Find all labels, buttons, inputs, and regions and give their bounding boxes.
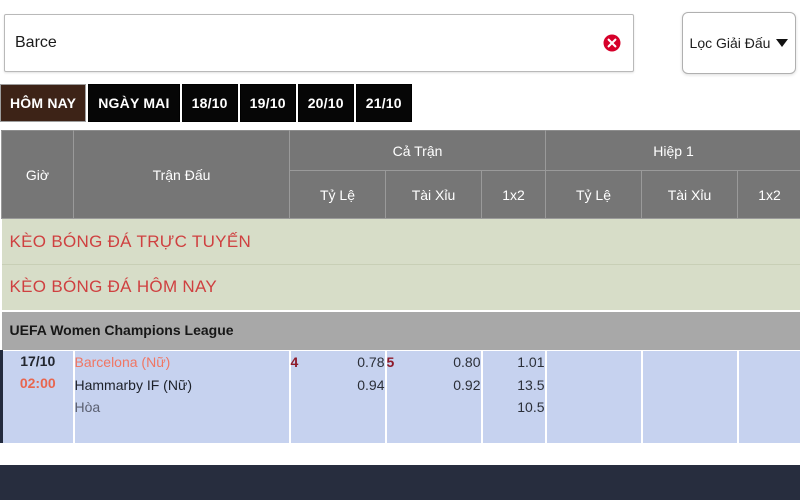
col-header-match[interactable]: Trận Đấu (73, 130, 290, 219)
day-tab-label: HÔM NAY (10, 95, 77, 111)
day-tab-18-10[interactable]: 18/10 (181, 84, 238, 122)
banner-live-cell[interactable]: KÈO BÓNG ĐÁ TRỰC TUYẾN (1, 218, 800, 265)
day-tab-21-10[interactable]: 21/10 (355, 84, 412, 122)
col-header-time[interactable]: Giờ (1, 130, 74, 219)
search-input[interactable] (5, 15, 597, 71)
full-overunder-cell[interactable]: 5 0.80 0.92 (385, 350, 483, 443)
col-header-full-handicap[interactable]: Tỷ Lệ (289, 170, 386, 219)
header-row-groups: Giờ Trận Đấu Cả Trận Hiệp 1 (1, 130, 800, 219)
col-group-header-full-match[interactable]: Cả Trận (289, 130, 546, 171)
league-row: UEFA Women Champions League (1, 309, 800, 351)
full-1x2-cell[interactable]: 1.01 13.5 10.5 (481, 350, 547, 443)
full-handicap-home-line: 4 0.78 (291, 351, 385, 374)
banner-row-live: KÈO BÓNG ĐÁ TRỰC TUYẾN (1, 218, 800, 265)
search-box[interactable] (4, 14, 634, 72)
col-header-full-overunder[interactable]: Tài Xỉu (385, 170, 482, 219)
full-handicap-cell[interactable]: 4 0.78 0.94 (289, 350, 387, 443)
full-overunder-line[interactable]: 5 (386, 354, 395, 370)
league-cell[interactable]: UEFA Women Champions League (1, 309, 800, 351)
header-row-subs: Tỷ Lệ Tài Xỉu 1x2 Tỷ Lệ Tài Xỉu 1x2 (2, 170, 800, 219)
league-filter-label: Lọc Giải Đấu (689, 35, 771, 51)
day-tab-bar: HÔM NAY NGÀY MAI 18/10 19/10 20/10 21/10 (0, 84, 412, 122)
day-tab-label: 18/10 (191, 95, 228, 111)
league-name: UEFA Women Champions League (9, 321, 234, 338)
full-overunder-over-odd[interactable]: 0.80 (453, 354, 481, 370)
col-header-half-overunder[interactable]: Tài Xỉu (641, 170, 738, 219)
half-1x2-cell[interactable] (737, 350, 800, 443)
col-group-header-first-half[interactable]: Hiệp 1 (544, 130, 800, 171)
draw-label: Hòa (74, 399, 101, 416)
day-tab-20-10[interactable]: 20/10 (297, 84, 354, 122)
full-handicap-away-odd[interactable]: 0.94 (357, 376, 385, 393)
half-handicap-cell[interactable] (545, 350, 643, 443)
full-handicap-home-odd[interactable]: 0.78 (357, 354, 385, 370)
col-header-full-1x2[interactable]: 1x2 (481, 170, 546, 219)
day-tab-tomorrow[interactable]: NGÀY MAI (88, 84, 180, 122)
top-search-bar: Lọc Giải Đấu (0, 0, 800, 82)
home-team-name[interactable]: Barcelona (Nữ) (74, 354, 171, 370)
banner-row-today: KÈO BÓNG ĐÁ HÔM NAY (1, 264, 800, 311)
chevron-down-icon (776, 39, 789, 47)
half-overunder-cell[interactable] (641, 350, 739, 443)
day-tab-19-10[interactable]: 19/10 (239, 84, 296, 122)
full-overunder-over-line: 5 0.80 (387, 351, 481, 374)
full-1x2-home-odd[interactable]: 1.01 (517, 354, 545, 370)
table-row[interactable]: 17/10 02:00 Barcelona (Nữ) Hammarby IF (… (0, 350, 800, 443)
day-tab-today[interactable]: HÔM NAY (0, 84, 87, 122)
full-handicap-line[interactable]: 4 (290, 354, 299, 370)
banner-today-label: KÈO BÓNG ĐÁ HÔM NAY (9, 277, 218, 297)
banner-today-cell[interactable]: KÈO BÓNG ĐÁ HÔM NAY (1, 264, 800, 311)
full-1x2-draw-odd[interactable]: 10.5 (517, 399, 545, 416)
league-filter-button[interactable]: Lọc Giải Đấu (682, 12, 796, 74)
day-tab-label: NGÀY MAI (98, 95, 170, 111)
table-head: Giờ Trận Đấu Cả Trận Hiệp 1 Tỷ Lệ Tài Xỉ… (1, 130, 800, 219)
full-overunder-under-odd[interactable]: 0.92 (453, 376, 481, 393)
clear-circle-x-icon[interactable] (603, 34, 621, 52)
full-1x2-away-odd[interactable]: 13.5 (517, 376, 545, 393)
odds-table: Giờ Trận Đấu Cả Trận Hiệp 1 Tỷ Lệ Tài Xỉ… (0, 130, 800, 443)
table-body: KÈO BÓNG ĐÁ TRỰC TUYẾN KÈO BÓNG ĐÁ HÔM N… (0, 218, 800, 443)
day-tab-label: 20/10 (307, 95, 344, 111)
match-kickoff-time: 02:00 (19, 374, 56, 391)
col-header-half-handicap[interactable]: Tỷ Lệ (545, 170, 642, 219)
away-team-name[interactable]: Hammarby IF (Nữ) (74, 376, 192, 393)
banner-live-label: KÈO BÓNG ĐÁ TRỰC TUYẾN (9, 231, 252, 251)
day-tab-label: 21/10 (365, 95, 402, 111)
match-date: 17/10 (20, 353, 56, 369)
match-teams-cell: Barcelona (Nữ) Hammarby IF (Nữ) Hòa (73, 350, 291, 443)
day-tab-label: 19/10 (249, 95, 286, 111)
col-header-half-1x2[interactable]: 1x2 (736, 170, 800, 219)
page-footer (0, 462, 800, 500)
match-time-cell: 17/10 02:00 (0, 350, 75, 443)
